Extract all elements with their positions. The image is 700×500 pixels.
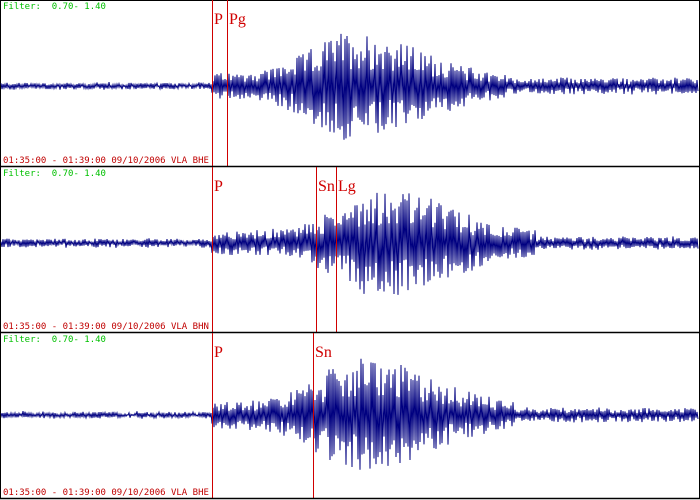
filter-label: Filter: 0.70- 1.40 bbox=[3, 169, 106, 179]
time-label: 01:35:00 - 01:39:00 09/10/2006 VLA BHE bbox=[3, 488, 209, 498]
phase-label: Lg bbox=[338, 178, 356, 195]
phase-label: Pg bbox=[229, 11, 246, 28]
filter-label: Filter: 0.70- 1.40 bbox=[3, 335, 106, 345]
waveform bbox=[0, 358, 699, 470]
filter-label: Filter: 0.70- 1.40 bbox=[3, 2, 106, 12]
trace-panel: P Sn Filter: 0.70- 1.40 01:35:00 - 01:39:00… bbox=[0, 333, 700, 500]
phase-label: Sn bbox=[315, 344, 332, 361]
phase-label: P bbox=[214, 178, 223, 195]
phase-label: P bbox=[214, 11, 223, 28]
waveform bbox=[0, 33, 699, 140]
phase-label: Sn bbox=[318, 178, 335, 195]
time-label: 01:35:00 - 01:39:00 09/10/2006 VLA BHE bbox=[3, 156, 209, 166]
trace-panel: P Pg Filter: 0.70- 1.40 01:35:00 - 01:39:00… bbox=[0, 0, 700, 168]
waveform bbox=[0, 192, 699, 295]
phase-label: P bbox=[214, 344, 223, 361]
trace-panel: P Sn Lg Filter: 0.70- 1.40 01:35:00 - 01:39:… bbox=[0, 167, 700, 334]
time-label: 01:35:00 - 01:39:00 09/10/2006 VLA BHN bbox=[3, 322, 209, 332]
